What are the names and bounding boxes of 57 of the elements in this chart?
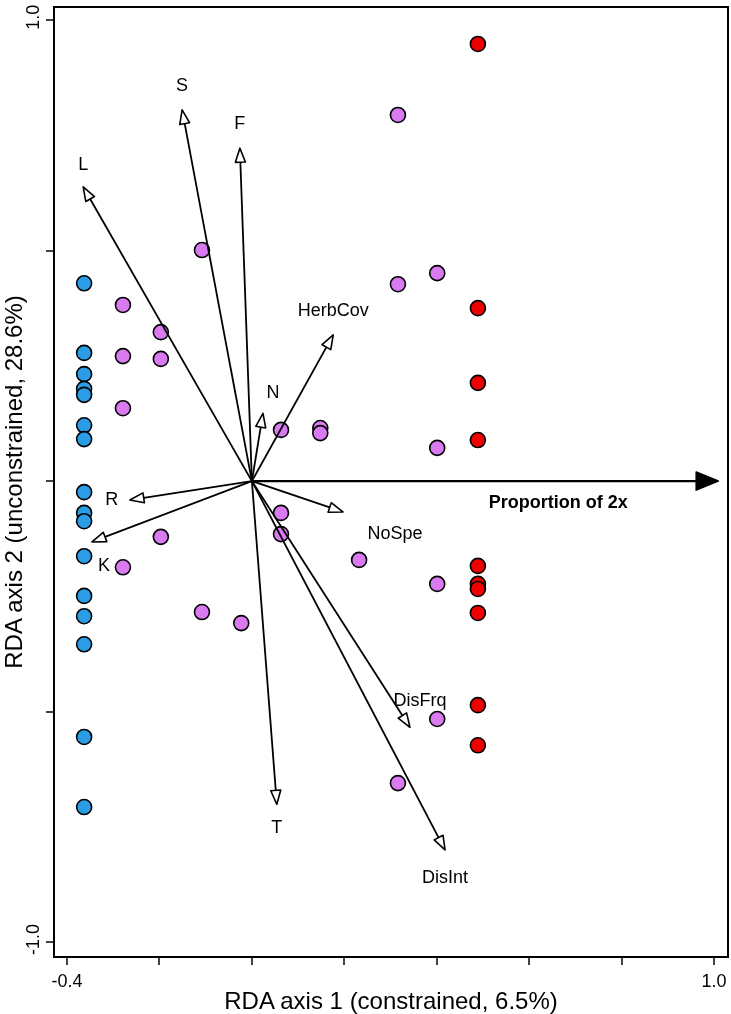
point <box>152 528 170 546</box>
point <box>469 736 487 754</box>
point <box>152 350 170 368</box>
point <box>114 399 132 417</box>
annotation: R <box>105 488 119 509</box>
point <box>75 365 93 383</box>
point <box>75 636 93 653</box>
point <box>75 512 93 530</box>
y-tick-label: -1.0 <box>22 923 43 955</box>
point <box>75 430 93 448</box>
annotation: K <box>97 554 110 575</box>
point <box>75 416 93 434</box>
annotation: T <box>271 817 283 838</box>
point <box>312 424 329 442</box>
point <box>469 374 487 392</box>
x-tick-label: -0.4 <box>51 970 83 991</box>
point <box>469 696 487 714</box>
annotation: N <box>266 382 280 403</box>
point <box>75 344 93 362</box>
point <box>75 483 93 501</box>
point <box>232 614 250 632</box>
point <box>350 551 368 569</box>
point <box>469 557 487 575</box>
annotation: HerbCov <box>297 299 369 320</box>
point <box>114 296 132 314</box>
point <box>469 431 487 449</box>
point <box>469 299 487 317</box>
annotation: DisFrq <box>393 690 447 711</box>
point <box>114 559 132 576</box>
point <box>428 710 446 728</box>
annotation: DisInt <box>422 866 469 887</box>
point <box>389 106 407 124</box>
point <box>389 275 407 293</box>
point <box>428 439 446 457</box>
point <box>75 386 93 404</box>
point <box>193 603 211 621</box>
annotation: L <box>78 153 89 174</box>
point <box>272 504 290 522</box>
point <box>75 274 93 292</box>
point <box>469 604 487 622</box>
point <box>469 580 487 598</box>
annotation: Proportion of 2x <box>488 491 628 512</box>
point <box>75 607 93 625</box>
point <box>75 547 93 565</box>
point <box>75 728 93 746</box>
annotation: S <box>176 74 189 95</box>
annotation: F <box>234 112 246 133</box>
annotation: NoSpe <box>367 522 423 543</box>
x-axis-title: RDA axis 1 (constrained, 6.5%) <box>224 987 558 1014</box>
point <box>469 35 487 53</box>
point <box>75 798 93 816</box>
point <box>114 347 132 365</box>
y-axis-title: RDA axis 2 (unconstrained, 28.6%) <box>0 295 27 669</box>
point <box>75 587 93 605</box>
point <box>428 575 446 593</box>
point <box>389 774 407 792</box>
point <box>428 264 446 282</box>
